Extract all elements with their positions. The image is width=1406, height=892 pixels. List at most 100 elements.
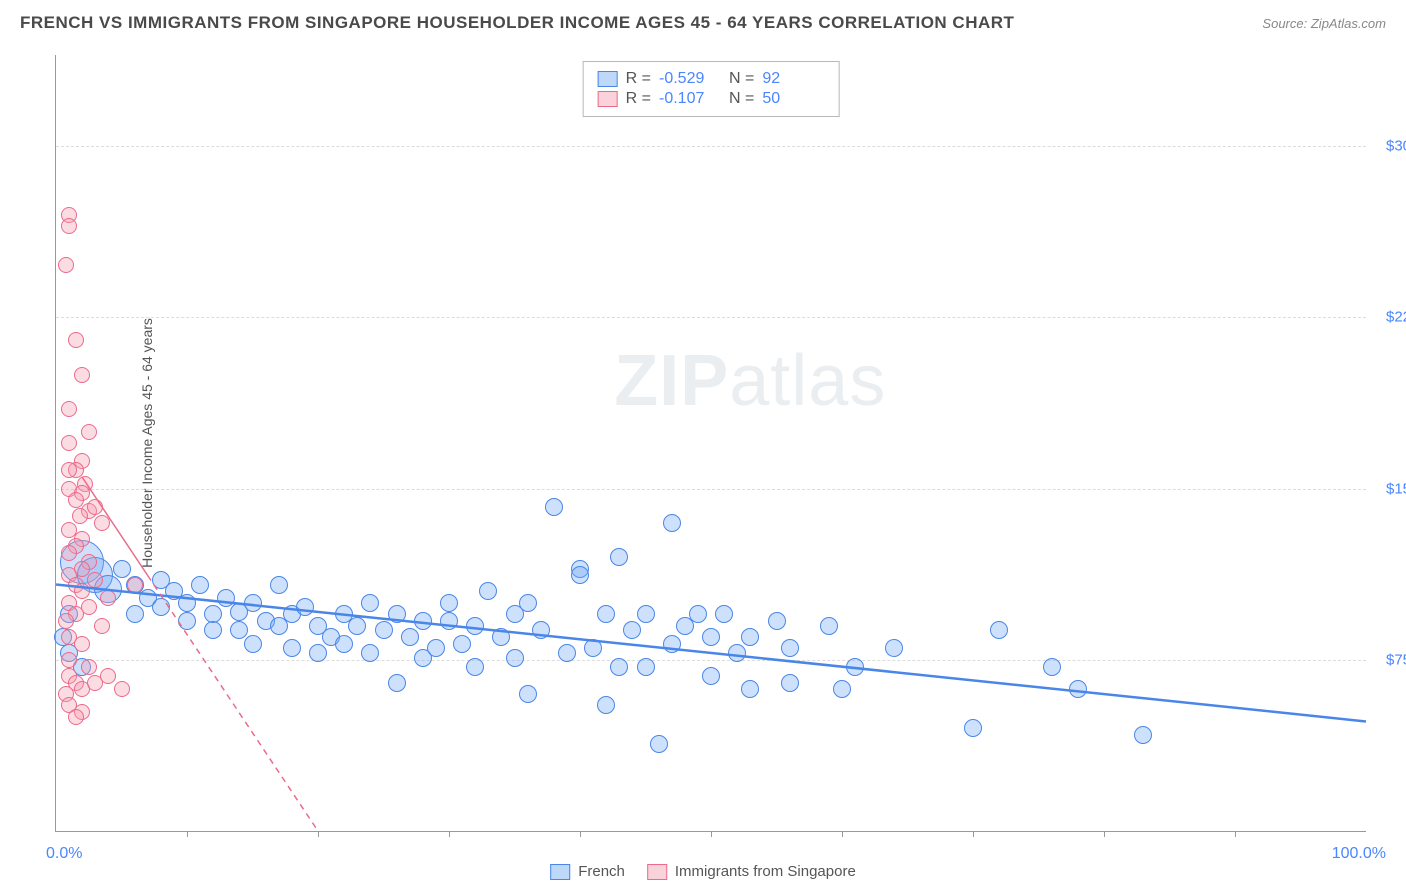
source: Source: ZipAtlas.com [1262, 16, 1386, 31]
point-french [152, 598, 170, 616]
point-french [60, 540, 104, 584]
point-singapore [61, 218, 77, 234]
legend-label-singapore: Immigrants from Singapore [675, 863, 856, 880]
point-french [401, 628, 419, 646]
point-french [139, 589, 157, 607]
point-french [270, 617, 288, 635]
point-french [663, 635, 681, 653]
legend-label-french: French [578, 863, 625, 880]
point-french [244, 594, 262, 612]
point-french [663, 514, 681, 532]
point-singapore [74, 704, 90, 720]
point-french [217, 589, 235, 607]
x-tick [449, 831, 450, 837]
gridline [56, 489, 1366, 490]
point-singapore [74, 561, 90, 577]
point-french [244, 635, 262, 653]
gridline [56, 146, 1366, 147]
point-french [833, 680, 851, 698]
point-french [519, 685, 537, 703]
point-french [283, 605, 301, 623]
point-french [781, 674, 799, 692]
chart-area: Householder Income Ages 45 - 64 years ZI… [55, 55, 1366, 832]
point-french [453, 635, 471, 653]
point-singapore [68, 577, 84, 593]
point-singapore [81, 554, 97, 570]
point-singapore [61, 668, 77, 684]
point-french [440, 594, 458, 612]
point-singapore [100, 590, 116, 606]
y-tick-label: $225,000 [1372, 309, 1406, 326]
point-french [165, 582, 183, 600]
trend-singapore-dashed [148, 576, 318, 831]
point-singapore [68, 606, 84, 622]
source-value: ZipAtlas.com [1311, 16, 1386, 31]
point-french [466, 617, 484, 635]
point-french [689, 605, 707, 623]
point-singapore [81, 599, 97, 615]
point-french [610, 548, 628, 566]
point-french [532, 621, 550, 639]
point-french [545, 498, 563, 516]
swatch-french [598, 71, 618, 87]
point-french [519, 594, 537, 612]
point-singapore [114, 681, 130, 697]
point-french [152, 571, 170, 589]
trend-lines [56, 55, 1366, 831]
point-french [702, 628, 720, 646]
point-singapore [81, 503, 97, 519]
point-french [77, 557, 113, 593]
y-tick-label: $75,000 [1372, 651, 1406, 668]
point-french [283, 639, 301, 657]
point-singapore [87, 572, 103, 588]
point-singapore [68, 709, 84, 725]
point-french [270, 576, 288, 594]
point-singapore [61, 207, 77, 223]
x-tick [711, 831, 712, 837]
r-value-singapore: -0.107 [659, 90, 721, 108]
point-french [702, 667, 720, 685]
point-french [230, 621, 248, 639]
legend-row-singapore: R = -0.107 N = 50 [598, 90, 825, 108]
point-french [427, 639, 445, 657]
trend-singapore [82, 477, 148, 575]
point-french [322, 628, 340, 646]
point-singapore [58, 686, 74, 702]
point-singapore [94, 515, 110, 531]
point-french [741, 628, 759, 646]
point-singapore [61, 595, 77, 611]
point-singapore [74, 681, 90, 697]
point-french [885, 639, 903, 657]
point-singapore [61, 435, 77, 451]
r-value-french: -0.529 [659, 70, 721, 88]
point-singapore [74, 485, 90, 501]
point-french [94, 575, 122, 603]
point-french [54, 628, 72, 646]
point-french [126, 576, 144, 594]
x-tick [973, 831, 974, 837]
legend-item-french: French [550, 863, 625, 880]
n-value-singapore: 50 [762, 90, 824, 108]
chart-title: FRENCH VS IMMIGRANTS FROM SINGAPORE HOUS… [20, 13, 1014, 33]
watermark-rest: atlas [729, 341, 886, 421]
point-french [571, 560, 589, 578]
source-label: Source: [1262, 16, 1307, 31]
point-french [597, 696, 615, 714]
legend-item-singapore: Immigrants from Singapore [647, 863, 856, 880]
point-singapore [61, 567, 77, 583]
point-french [506, 605, 524, 623]
r-label: R = [626, 90, 651, 108]
x-tick [187, 831, 188, 837]
point-french [375, 621, 393, 639]
point-french [335, 605, 353, 623]
point-french [964, 719, 982, 737]
point-singapore [72, 508, 88, 524]
point-singapore [74, 531, 90, 547]
point-singapore [68, 538, 84, 554]
x-min-label: 0.0% [46, 845, 82, 863]
header: FRENCH VS IMMIGRANTS FROM SINGAPORE HOUS… [0, 0, 1406, 42]
point-singapore [61, 401, 77, 417]
x-max-label: 100.0% [1332, 845, 1386, 863]
point-french [204, 605, 222, 623]
point-singapore [74, 367, 90, 383]
